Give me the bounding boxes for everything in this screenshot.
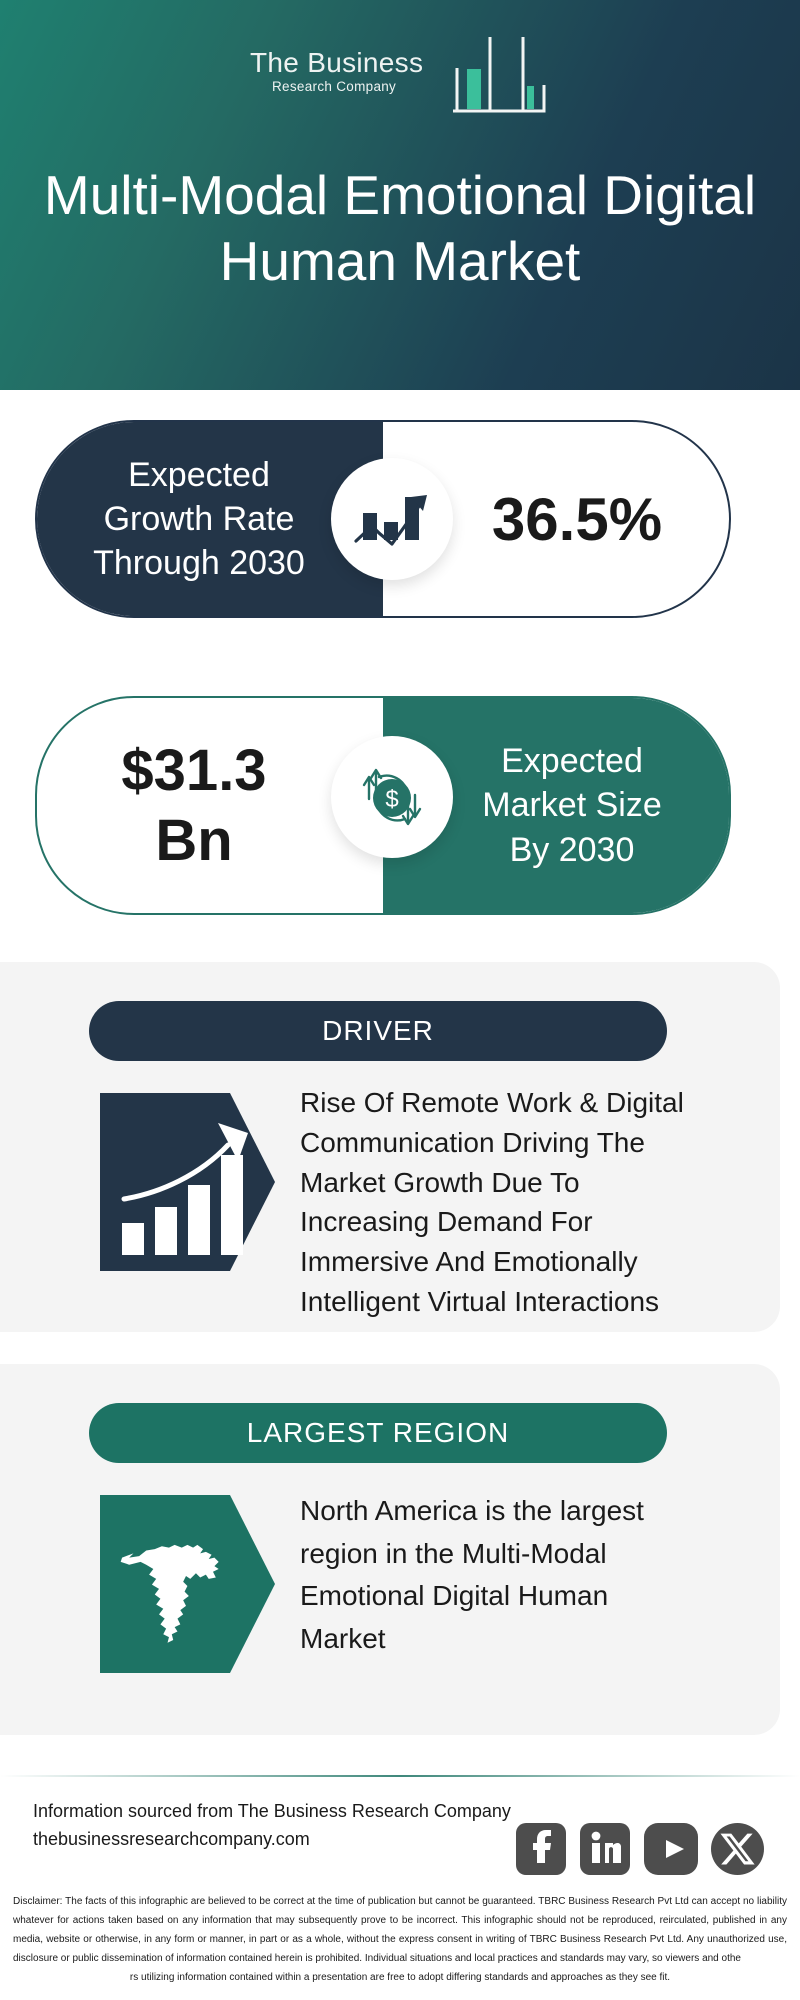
svg-text:The Business: The Business xyxy=(250,47,423,78)
svg-text:Research Company: Research Company xyxy=(272,79,396,94)
